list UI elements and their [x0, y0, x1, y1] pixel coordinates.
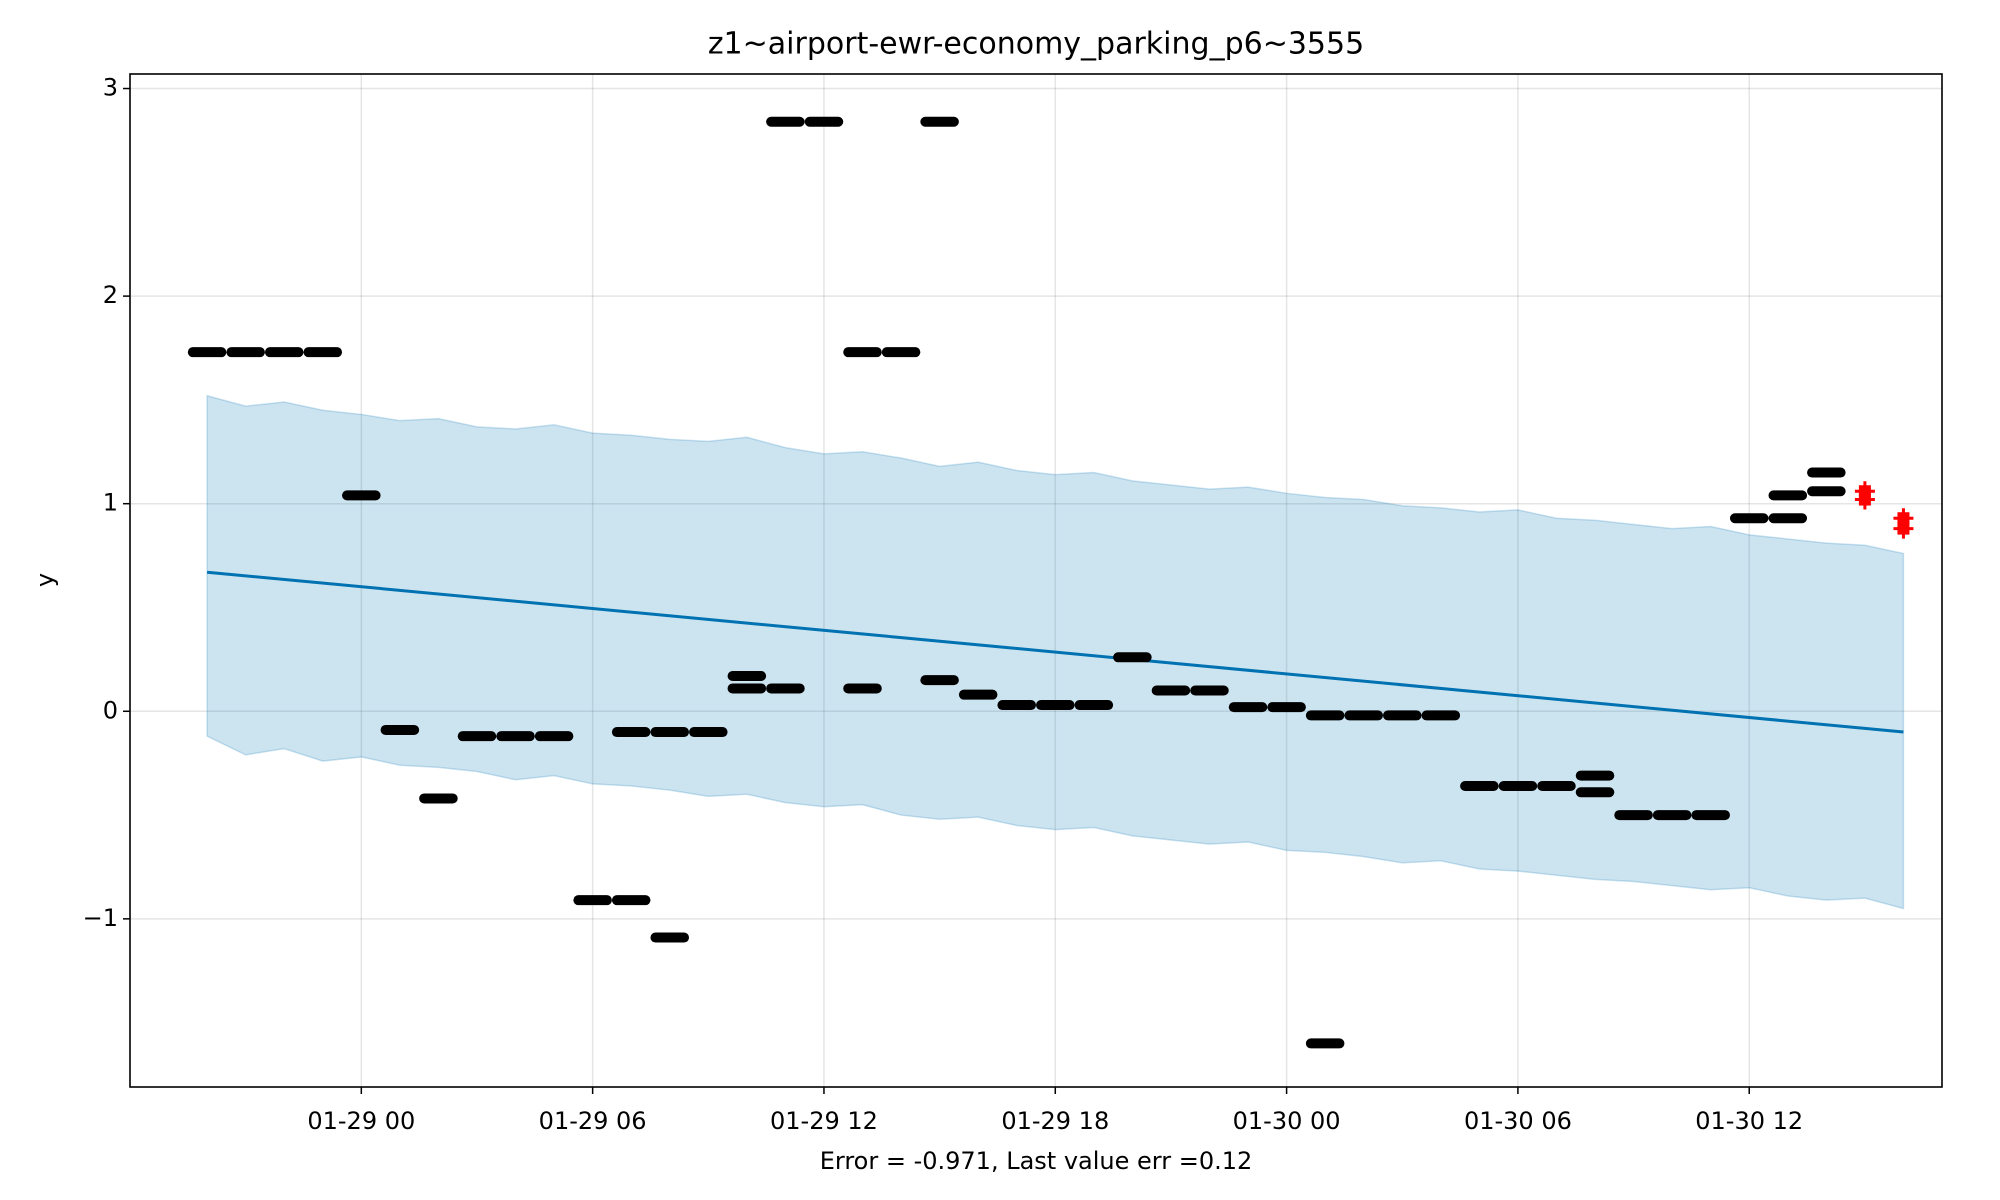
observed-point [1537, 781, 1576, 792]
observed-point [187, 347, 227, 358]
forecast-line [206, 570, 1904, 734]
observed-point [727, 670, 767, 681]
observed-point [534, 731, 574, 742]
observed-point [1382, 710, 1422, 721]
observed-point [303, 347, 343, 358]
observed-point [766, 683, 805, 694]
observed-point [419, 793, 458, 804]
observed-point [496, 731, 535, 742]
y-tick-label: 2 [103, 281, 118, 309]
observed-point [611, 727, 651, 738]
observed-point [342, 490, 381, 501]
observed-point [573, 895, 612, 906]
observed-point [1652, 810, 1692, 821]
x-tick-label: 01-29 00 [307, 1107, 415, 1135]
observed-point [1151, 685, 1191, 696]
observed-point [1460, 781, 1499, 792]
observed-point [1614, 810, 1653, 821]
observed-point [1305, 1038, 1345, 1049]
x-tick-label: 01-29 06 [539, 1107, 647, 1135]
x-axis-label: Error = -0.971, Last value err =0.12 [820, 1147, 1253, 1175]
observed-point [1190, 685, 1229, 696]
observed-point [920, 675, 959, 686]
observed-point [380, 724, 420, 735]
observed-point [1305, 710, 1345, 721]
observed-point [1228, 702, 1268, 713]
y-axis-label: y [31, 573, 59, 587]
y-tick-label: −1 [83, 904, 118, 932]
observed-point [843, 347, 882, 358]
observed-point [1344, 710, 1383, 721]
observed-point [1729, 513, 1769, 524]
x-tick-label: 01-30 06 [1464, 1107, 1572, 1135]
observed-point [997, 700, 1036, 711]
observed-point [1498, 781, 1538, 792]
y-tick-label: 1 [103, 489, 118, 517]
x-tick-label: 01-30 12 [1695, 1107, 1803, 1135]
observed-point [920, 116, 959, 127]
observed-point [843, 683, 882, 694]
observed-point [611, 895, 651, 906]
observed-point [1807, 486, 1846, 497]
observed-point [1575, 787, 1615, 798]
future-point-core [1858, 493, 1871, 506]
observed-point [1575, 770, 1615, 781]
axes-frame [129, 73, 1943, 1088]
plot-area: −1 0 1 2 3 01-29 00 01-29 06 01-29 12 01-29 18 01… [83, 74, 1942, 1135]
observed-point [1691, 810, 1730, 821]
x-tick-label: 01-29 18 [1001, 1107, 1109, 1135]
observed-point [766, 116, 805, 127]
observed-point [1807, 467, 1846, 478]
observed-point [650, 932, 690, 943]
observed-point [958, 689, 998, 700]
observed-point [1113, 652, 1152, 663]
x-tick-label: 01-30 00 [1233, 1107, 1341, 1135]
observed-point [1768, 490, 1808, 501]
y-tick-label: 0 [103, 696, 118, 724]
observed-point [689, 727, 728, 738]
observed-point [1074, 700, 1114, 711]
x-tick-label: 01-29 12 [770, 1107, 878, 1135]
observed-point [804, 116, 844, 127]
future-point-core [1897, 522, 1910, 535]
observed-point [1421, 710, 1461, 721]
observed-point [727, 683, 767, 694]
observed-point [881, 347, 921, 358]
chart-title: z1~airport-ewr-economy_parking_p6~3555 [708, 27, 1364, 62]
observed-point [264, 347, 304, 358]
observed-point [457, 731, 497, 742]
observed-point [650, 727, 690, 738]
observed-point [1267, 702, 1306, 713]
observed-point [1768, 513, 1808, 524]
y-tick-label: 3 [103, 74, 118, 102]
observed-point [226, 347, 265, 358]
observed-point [1036, 700, 1075, 711]
future-point-core [1897, 512, 1910, 525]
